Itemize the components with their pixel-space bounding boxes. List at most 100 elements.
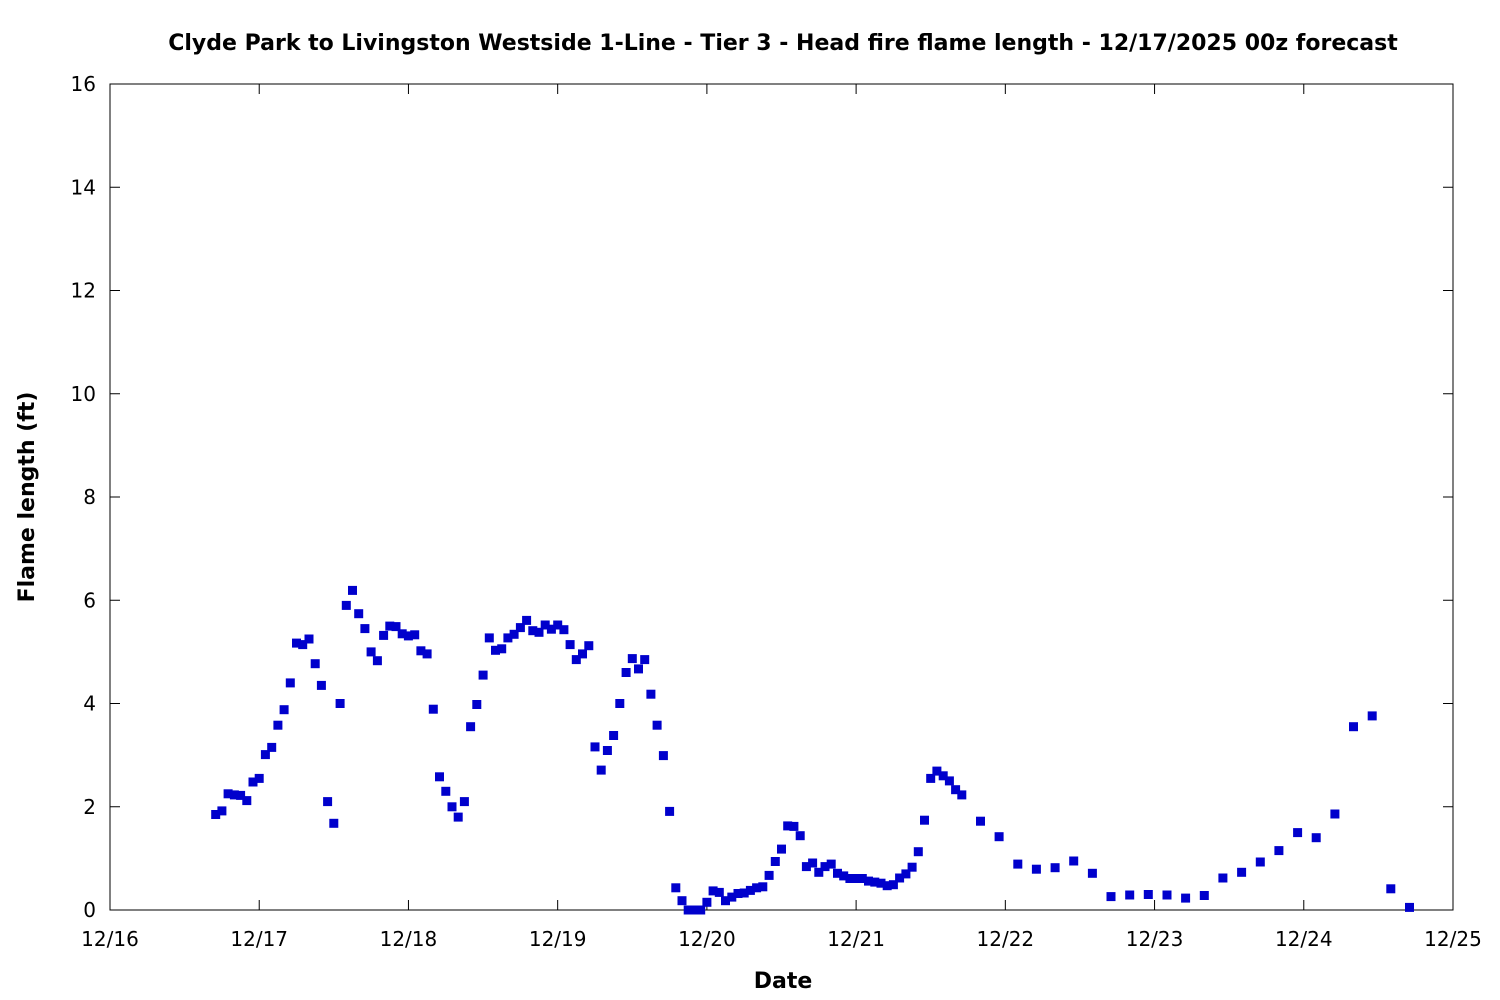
data-point xyxy=(466,722,476,732)
data-point xyxy=(696,905,706,915)
data-series xyxy=(211,585,1414,915)
data-point xyxy=(833,868,842,878)
data-point xyxy=(627,654,637,664)
x-tick-label: 12/16 xyxy=(81,927,139,951)
data-point xyxy=(1125,890,1135,900)
data-point xyxy=(1237,867,1247,877)
data-point xyxy=(1031,864,1041,874)
data-point xyxy=(901,869,911,879)
data-point xyxy=(870,877,880,887)
data-point xyxy=(1013,859,1023,869)
data-point xyxy=(826,859,836,869)
data-point xyxy=(708,886,718,896)
y-tick-label: 0 xyxy=(83,898,96,922)
data-point xyxy=(932,766,942,776)
data-point xyxy=(509,629,519,639)
data-point xyxy=(739,888,749,898)
data-point xyxy=(403,631,413,641)
data-point xyxy=(621,668,631,677)
data-point xyxy=(795,831,805,841)
data-point xyxy=(310,659,320,669)
data-point xyxy=(472,700,482,709)
data-point xyxy=(758,882,768,892)
data-point xyxy=(379,630,389,640)
data-point xyxy=(285,678,295,688)
y-axis: 0 2 4 6 8 10 12 14 16 xyxy=(71,72,1453,922)
data-point xyxy=(1349,722,1358,732)
data-point xyxy=(652,720,662,730)
data-point xyxy=(497,644,507,654)
data-point xyxy=(553,620,563,630)
data-point xyxy=(876,878,886,888)
data-point xyxy=(677,896,687,906)
data-point xyxy=(1367,711,1377,721)
data-point xyxy=(571,655,581,665)
data-point xyxy=(665,806,675,816)
data-point xyxy=(976,816,985,826)
data-point xyxy=(267,742,277,752)
data-point xyxy=(1069,856,1079,866)
x-tick-label: 12/25 xyxy=(1424,927,1482,951)
data-point xyxy=(503,633,513,643)
data-point xyxy=(335,699,345,708)
data-point xyxy=(590,742,600,752)
data-point xyxy=(534,627,544,637)
data-point xyxy=(223,789,233,799)
data-point xyxy=(1274,846,1284,856)
x-axis-title: Date xyxy=(754,969,813,994)
data-point xyxy=(895,873,905,883)
x-tick-label: 12/22 xyxy=(977,927,1035,951)
data-point xyxy=(857,874,867,883)
data-point xyxy=(789,821,799,831)
data-point xyxy=(745,885,755,895)
data-point xyxy=(634,664,643,674)
data-point xyxy=(1199,891,1209,900)
data-point xyxy=(839,871,849,881)
data-point xyxy=(770,857,780,866)
data-point xyxy=(845,874,855,883)
y-tick-label: 4 xyxy=(83,692,96,716)
data-point xyxy=(1386,884,1396,894)
data-point xyxy=(1087,868,1097,878)
data-point xyxy=(491,645,500,655)
data-point xyxy=(1106,892,1116,902)
data-point xyxy=(211,810,221,819)
data-point xyxy=(851,874,861,883)
y-tick-label: 2 xyxy=(83,795,96,819)
data-point xyxy=(515,623,525,633)
data-point xyxy=(671,883,681,893)
data-point xyxy=(944,776,954,786)
data-point xyxy=(279,705,289,715)
data-point xyxy=(733,889,743,898)
data-point xyxy=(764,870,774,880)
data-point xyxy=(801,862,811,872)
data-point xyxy=(702,897,712,907)
data-point xyxy=(546,624,556,634)
data-point xyxy=(683,905,693,915)
data-point xyxy=(391,622,401,632)
data-point xyxy=(1255,857,1265,867)
data-point xyxy=(528,626,538,636)
data-point xyxy=(416,646,426,656)
y-tick-label: 12 xyxy=(71,279,96,303)
data-point xyxy=(814,867,824,877)
x-tick-label: 12/21 xyxy=(827,927,885,951)
data-point xyxy=(1218,873,1228,883)
data-point xyxy=(254,773,264,783)
data-point xyxy=(316,680,326,690)
data-point xyxy=(777,844,786,854)
data-point xyxy=(1330,809,1340,819)
data-point xyxy=(1162,890,1172,900)
data-point xyxy=(422,649,432,659)
data-point xyxy=(1405,902,1414,912)
x-tick-label: 12/19 xyxy=(529,927,587,951)
data-point xyxy=(217,806,227,816)
x-axis: 12/16 12/17 12/18 12/19 12/20 12/21 12/22 12/23… xyxy=(81,84,1482,951)
data-point xyxy=(714,887,724,897)
data-point xyxy=(242,796,252,806)
data-point xyxy=(478,670,488,680)
data-point xyxy=(1311,833,1321,843)
x-tick-label: 12/24 xyxy=(1275,927,1333,951)
data-point xyxy=(348,585,357,595)
data-point xyxy=(447,802,457,812)
